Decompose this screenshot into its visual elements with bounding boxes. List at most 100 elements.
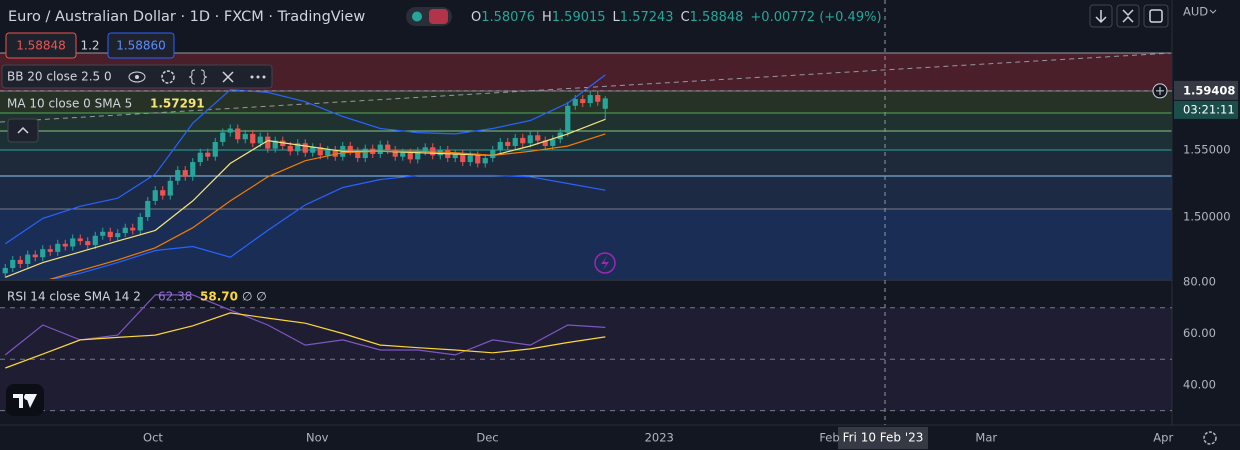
- ohlc-open: 1.58076: [481, 10, 535, 25]
- candle-body: [302, 143, 308, 153]
- y-tick-label: 1.55000: [1183, 142, 1231, 156]
- buy-button[interactable]: [107, 32, 175, 59]
- ohlc-key: H: [542, 10, 552, 25]
- candle-body: [332, 149, 338, 157]
- add-icon: [1156, 86, 1164, 95]
- y-tick-label: 80.00: [1183, 275, 1216, 289]
- series-line: [4, 294, 606, 356]
- candle-body: [130, 227, 136, 231]
- candle-body: [175, 170, 181, 181]
- ma-legend-value: 1.57291: [150, 97, 205, 111]
- x-tick-label: Mar: [975, 431, 997, 445]
- currency[interactable]: AUD: [1183, 5, 1208, 19]
- button[interactable]: [1116, 4, 1140, 28]
- button[interactable]: [1089, 4, 1113, 28]
- crosshair-price-box: [1174, 80, 1238, 100]
- candle-body: [205, 152, 211, 157]
- candle-body: [535, 135, 541, 141]
- candle-body: [25, 254, 31, 264]
- candle-body: [377, 144, 383, 155]
- candle-body: [145, 200, 151, 218]
- event-icon[interactable]: [594, 252, 616, 274]
- collapse-button[interactable]: [7, 118, 39, 143]
- candle-body: [400, 152, 406, 157]
- candle-body: [10, 259, 16, 268]
- candle-body: [115, 233, 121, 238]
- currency-caret: [1209, 9, 1217, 14]
- bb-legend: BB 20 close 2.5 0: [7, 70, 112, 84]
- logo-mark: [13, 394, 37, 408]
- series-line: [5, 312, 606, 369]
- rsi-ma-legend-value: 58.70: [200, 290, 238, 304]
- button[interactable]: [1143, 4, 1169, 28]
- candle-body: [482, 158, 488, 164]
- x-tick-label: Apr: [1153, 431, 1173, 445]
- x-tick-label: Feb: [819, 431, 839, 445]
- zone: [0, 91, 1172, 113]
- ohlc-high: 1.59015: [552, 10, 606, 25]
- candle-body: [182, 170, 188, 177]
- crosshair-date-box: [838, 427, 928, 449]
- candle-body: [265, 136, 271, 149]
- collapse-icon: [17, 126, 29, 134]
- candle-body: [287, 145, 293, 152]
- visibility-icon[interactable]: [128, 71, 146, 83]
- candle-body: [490, 149, 496, 159]
- candle-body: [310, 147, 316, 153]
- sell-price: 1.58848: [16, 39, 66, 53]
- logo[interactable]: [6, 384, 44, 416]
- candle-body: [242, 133, 248, 140]
- zones: [0, 52, 1173, 279]
- x-tick-label: Dec: [476, 431, 498, 445]
- candle-body: [602, 98, 608, 109]
- series-line: [51, 174, 606, 279]
- toolbar: [1089, 4, 1169, 28]
- source-icon[interactable]: [188, 69, 208, 85]
- candle-body: [460, 154, 466, 163]
- ohlc-close: 1.58848: [690, 10, 744, 25]
- price-pane: [2, 74, 608, 279]
- candle-body: [70, 238, 76, 247]
- settings-icon[interactable]: [161, 70, 175, 84]
- candle-body: [100, 231, 106, 236]
- more-icon[interactable]: [250, 75, 266, 79]
- candle-body: [2, 267, 8, 274]
- candle-body: [520, 137, 526, 144]
- trend-line: [0, 52, 1173, 123]
- ohlc: O1.58076 H1.59015 L1.57243 C1.58848 +0.00772…: [471, 10, 882, 25]
- series-line: [4, 74, 606, 245]
- series-line: [48, 133, 606, 279]
- candle-body: [475, 155, 481, 164]
- candle-body: [542, 140, 548, 146]
- remove-icon[interactable]: [222, 71, 234, 83]
- candle-body: [197, 152, 203, 163]
- sell-button[interactable]: [5, 32, 77, 59]
- settings-button[interactable]: [1203, 431, 1217, 445]
- candle-body: [407, 152, 413, 160]
- candle-body: [422, 147, 428, 152]
- candle-body: [550, 139, 556, 146]
- y-tick-label: 40.00: [1183, 377, 1216, 391]
- y-tick-label: 1.50000: [1183, 210, 1231, 224]
- candle-body: [467, 155, 473, 163]
- candle-body: [355, 151, 361, 159]
- candle-body: [580, 99, 586, 104]
- candle-body: [190, 162, 196, 177]
- candle-body: [152, 190, 158, 201]
- candle-body: [17, 259, 23, 264]
- candle-body: [160, 190, 166, 196]
- candle-body: [212, 141, 218, 157]
- candle-body: [385, 144, 391, 150]
- button-icon: [1095, 10, 1107, 24]
- candle-body: [415, 151, 421, 160]
- candle-body: [85, 241, 91, 246]
- candle-body: [122, 227, 128, 234]
- candle-body: [295, 143, 301, 152]
- ohlc-change: +0.00772 (+0.49%): [750, 10, 881, 25]
- countdown: 03:21:11: [1183, 102, 1235, 116]
- candle-body: [227, 128, 233, 133]
- spread: 1.2: [80, 39, 99, 53]
- candle-body: [62, 243, 68, 247]
- candle-body: [452, 154, 458, 159]
